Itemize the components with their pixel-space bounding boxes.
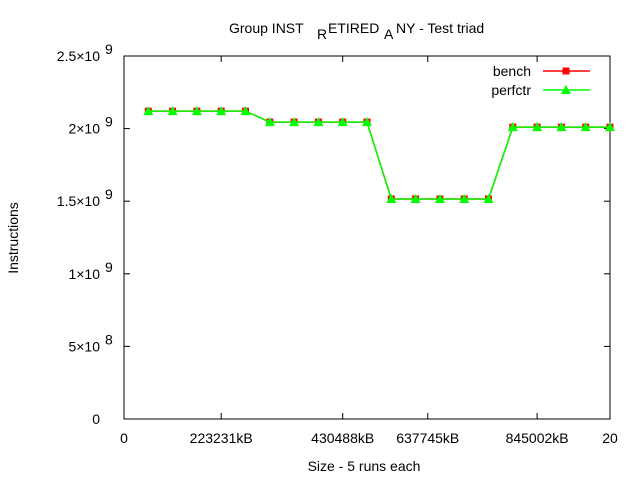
data-point-triangle xyxy=(580,122,591,132)
plot-series xyxy=(143,106,615,204)
series-line xyxy=(148,110,610,200)
data-point-square xyxy=(562,67,570,75)
y-tick-exponent: 8 xyxy=(105,331,113,347)
legend-label: perfctr xyxy=(491,82,531,98)
data-point-triangle xyxy=(532,122,543,132)
y-tick-label: 0 xyxy=(92,411,100,427)
data-point-triangle xyxy=(167,106,178,116)
data-point-triangle xyxy=(483,194,494,204)
title-part-3: ETIRED xyxy=(328,20,379,36)
x-tick-label: 0 xyxy=(120,430,128,446)
data-point-triangle xyxy=(289,117,300,127)
data-point-triangle xyxy=(459,194,470,204)
y-tick-exponent: 9 xyxy=(105,41,113,57)
y-tick-label: 2×10 xyxy=(68,121,100,137)
data-point-triangle xyxy=(561,85,571,94)
data-point-triangle xyxy=(605,122,615,132)
series-bench xyxy=(144,107,614,203)
legend: bench perfctr xyxy=(491,63,590,98)
y-tick-label: 5×10 xyxy=(68,338,100,354)
y-tick-exponent: 9 xyxy=(105,114,113,130)
x-axis: 0 223231kB 430488kB 637745kB 845002kB 20 xyxy=(120,56,618,446)
x-tick-label: 845002kB xyxy=(506,430,569,446)
title-part-2: R xyxy=(317,26,327,42)
y-axis-label: Instructions xyxy=(5,202,21,274)
data-point-triangle xyxy=(556,122,567,132)
data-point-triangle xyxy=(362,117,372,127)
data-point-triangle xyxy=(434,194,445,204)
legend-label: bench xyxy=(493,63,531,79)
legend-item: perfctr xyxy=(491,82,590,98)
data-point-triangle xyxy=(216,106,227,116)
x-axis-label: Size - 5 runs each xyxy=(308,458,421,474)
data-point-triangle xyxy=(386,194,397,204)
data-point-triangle xyxy=(410,194,421,204)
series-line xyxy=(148,110,610,200)
data-point-triangle xyxy=(337,117,348,127)
y-tick-label: 1×10 xyxy=(68,266,100,282)
title-part-5: NY - Test triad xyxy=(396,20,484,36)
x-tick-label: 637745kB xyxy=(396,430,459,446)
series-perfctr xyxy=(143,106,615,204)
x-tick-label: 430488kB xyxy=(311,430,374,446)
data-point-triangle xyxy=(191,106,202,116)
data-point-triangle xyxy=(143,106,154,116)
data-point-triangle xyxy=(313,117,324,127)
data-point-triangle xyxy=(264,117,275,127)
x-tick-label: 223231kB xyxy=(190,430,253,446)
x-tick-label: 20 xyxy=(602,430,618,446)
legend-item: bench xyxy=(493,63,590,79)
title-part-4: A xyxy=(384,26,394,42)
y-tick-label: 1.5×10 xyxy=(57,193,100,209)
y-tick-exponent: 9 xyxy=(105,186,113,202)
y-tick-label: 2.5×10 xyxy=(57,48,100,64)
title-part-1: Group INST xyxy=(229,20,304,36)
y-tick-exponent: 9 xyxy=(105,259,113,275)
data-point-triangle xyxy=(507,122,518,132)
plot-area-frame xyxy=(123,55,611,420)
y-axis: 0 5×10 8 1×10 9 1.5×10 9 2×10 9 2.5×10 9 xyxy=(57,41,610,427)
data-point-triangle xyxy=(240,106,251,116)
chart-title: Group INST R ETIRED A NY - Test triad xyxy=(229,20,484,42)
